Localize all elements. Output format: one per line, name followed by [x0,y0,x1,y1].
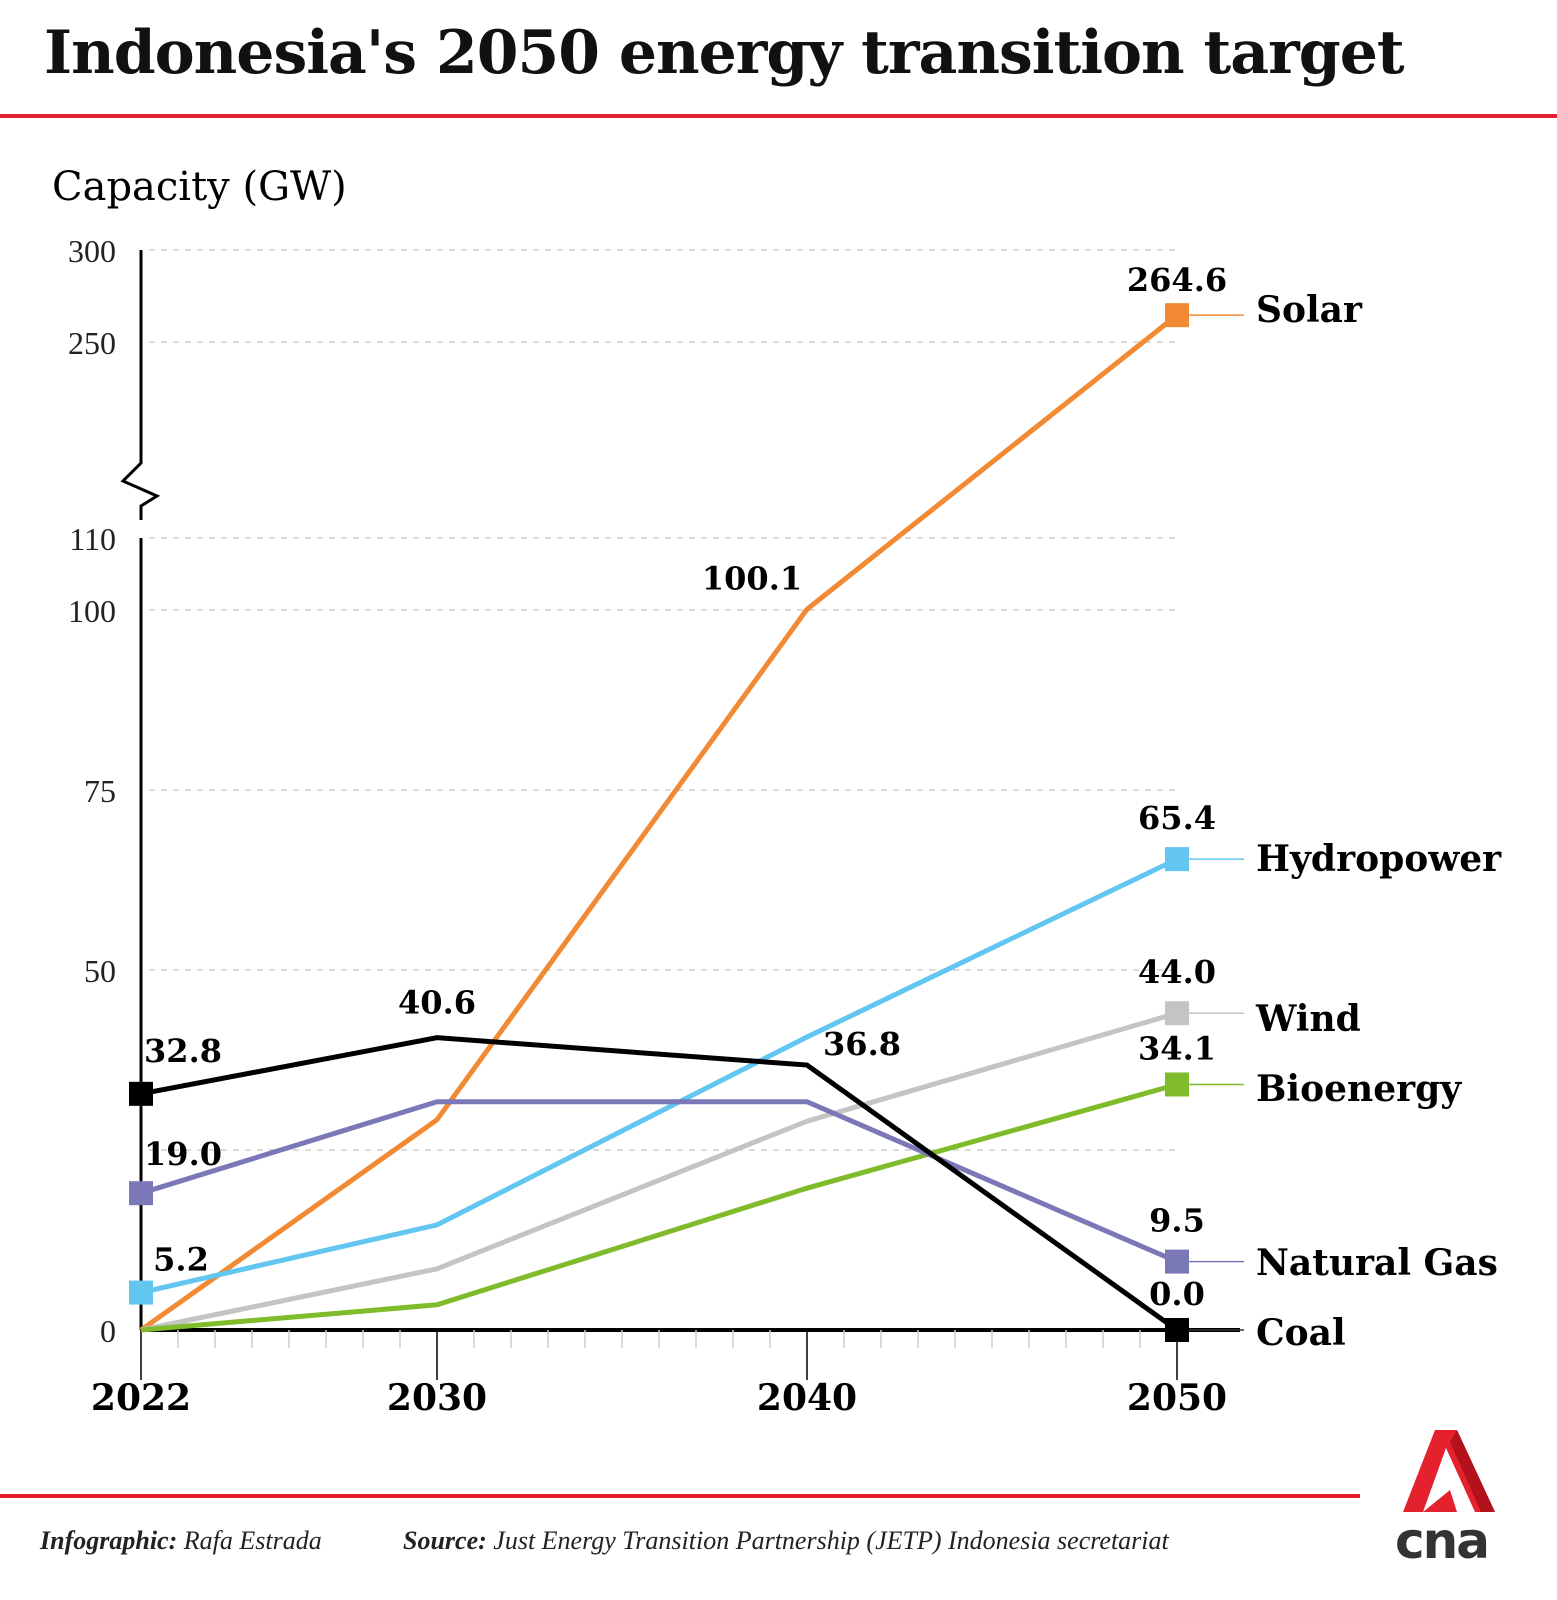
data-label: 34.1 [1138,1029,1216,1067]
axes: Capacity (GW) 0 50 75 100 110 250 300 2022 2030 20… [52,164,1240,1419]
y-tick-label: 100 [68,593,116,629]
credit-infographic-label: Infographic: [40,1526,178,1555]
legend-label-bioenergy: Bioenergy [1256,1068,1462,1110]
credit-source-value: Just Energy Transition Partnership (JETP… [493,1526,1169,1555]
y-axis-break [120,250,161,520]
data-label: 19.0 [144,1135,222,1173]
series-line-solar [139,313,1179,1333]
chart-title: Indonesia's 2050 energy transition targe… [44,18,1405,88]
legend-label-wind: Wind [1255,998,1361,1040]
x-tick-label: 2022 [91,1377,191,1419]
credit-infographic-value: Rafa Estrada [183,1526,322,1555]
y-tick-label: 300 [68,233,116,269]
credit-source: Source: Just Energy Transition Partnersh… [403,1526,1169,1556]
data-label: 100.1 [702,559,802,597]
y-tick-label: 0 [100,1313,116,1349]
point-marker [1165,1072,1189,1097]
cna-logo-icon [1403,1430,1495,1512]
data-label: 9.5 [1149,1202,1205,1240]
series-line-bioenergy [140,1082,1178,1333]
legend-label-natural-gas: Natural Gas [1256,1242,1498,1284]
bottom-divider [0,1494,1360,1498]
x-tick-label: 2030 [387,1377,487,1419]
y-axis-title: Capacity (GW) [52,164,347,210]
data-label: 36.8 [823,1025,901,1063]
x-tick-label: 2040 [757,1377,857,1419]
point-marker [129,1081,153,1106]
legend-label-coal: Coal [1256,1312,1346,1354]
legend-label-hydropower: Hydropower [1256,838,1502,880]
legend-label-solar: Solar [1256,289,1363,331]
data-label: 0.0 [1149,1275,1205,1313]
x-tick-label: 2050 [1127,1377,1227,1419]
series-line-coal [140,1035,1179,1333]
series-lines [129,303,1244,1342]
point-marker [1165,1318,1189,1342]
series-line-wind [140,1010,1178,1333]
point-marker [129,1280,153,1305]
series-line-hydropower [140,856,1179,1295]
y-tick-label: 250 [68,325,116,361]
point-marker [1165,847,1189,872]
data-label: 5.2 [153,1241,209,1279]
point-marker [1165,1249,1189,1274]
data-label: 44.0 [1138,953,1216,991]
cna-logo-text: cna [1395,1512,1490,1570]
top-divider [0,114,1557,118]
point-marker [1165,1001,1189,1026]
point-marker [1165,303,1189,328]
credit-infographic: Infographic: Rafa Estrada [40,1526,322,1556]
point-marker [129,1181,153,1206]
credit-source-label: Source: [403,1526,487,1555]
y-tick-label: 110 [69,521,116,557]
y-tick-label: 50 [84,953,116,989]
data-label: 32.8 [144,1032,222,1070]
series-line-natural-gas [140,1099,1178,1264]
data-labels: Solar 100.1 264.6 Hydropower 5.2 65.4 Wind 44.0… [144,261,1502,1354]
data-label: 65.4 [1138,799,1216,837]
data-label: 40.6 [398,984,476,1022]
data-label: 264.6 [1127,261,1227,299]
y-tick-label: 75 [84,773,116,809]
gridlines [149,249,1177,1151]
